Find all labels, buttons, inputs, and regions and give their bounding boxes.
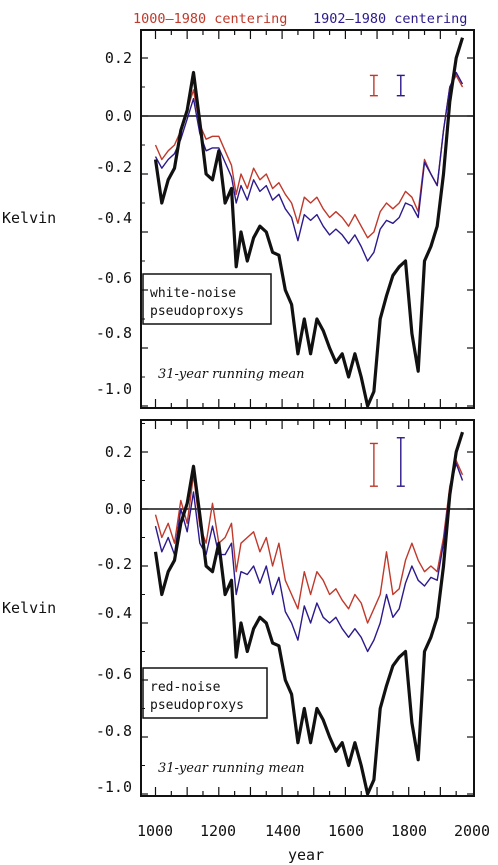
x-tick-label: 1200 [200, 822, 236, 840]
legend-label-1000-1980: 1000–1980 centering [133, 11, 287, 27]
top-panel-plot [141, 30, 474, 408]
bottom-y-tick-labels: 0.2 0.0 -0.2 -0.4 -0.6 -0.8 -1.0 [96, 443, 132, 796]
bottom-y-tick-label: -0.8 [96, 722, 132, 740]
bottom-y-tick-label: -0.2 [96, 555, 132, 573]
bottom-y-tick-label: -1.0 [96, 778, 132, 796]
top-y-tick-label: 0.0 [105, 107, 132, 125]
bottom-box-line-2: pseudoproxys [150, 698, 244, 713]
top-y-tick-label: -1.0 [96, 380, 132, 398]
top-panel-frame [140, 29, 475, 409]
xlabel: year [288, 846, 324, 864]
x-tick-label: 1600 [328, 822, 364, 840]
x-tick-label: 2000 [454, 822, 490, 840]
bottom-panel-frame [140, 419, 475, 797]
bottom-series-red-line [154, 459, 464, 624]
top-series-black-line [153, 37, 465, 408]
top-y-tick-label: -0.6 [96, 269, 132, 287]
top-series-red-line [154, 74, 464, 239]
bottom-series-blue-line [154, 462, 464, 653]
bottom-series-black-line [153, 431, 465, 796]
top-y-tick-label: -0.2 [96, 158, 132, 176]
bottom-y-tick-label: -0.4 [96, 604, 132, 622]
x-tick-label: 1800 [391, 822, 427, 840]
bottom-ylabel: Kelvin [2, 599, 56, 617]
x-tick-label: 1000 [137, 822, 173, 840]
legend-label-1902-1980: 1902–1980 centering [313, 11, 467, 27]
top-box [142, 273, 272, 325]
top-y-tick-labels: 0.2 0.0 -0.2 -0.4 -0.6 -0.8 -1.0 [96, 49, 132, 398]
x-tick-label: 1400 [265, 822, 301, 840]
bottom-y-tick-label: 0.2 [105, 443, 132, 461]
bottom-box-line-1: red-noise [150, 680, 221, 695]
bottom-panel-plot [141, 420, 474, 796]
bottom-y-tick-label: -0.6 [96, 665, 132, 683]
top-y-tick-label: -0.4 [96, 209, 132, 227]
top-y-tick-label: 0.2 [105, 49, 132, 67]
top-box-line-2: pseudoproxys [150, 304, 244, 319]
top-ylabel: Kelvin [2, 209, 56, 227]
top-note: 31-year running mean [158, 367, 305, 382]
bottom-box [142, 667, 268, 719]
top-box-line-1: white-noise [150, 286, 236, 301]
bottom-note: 31-year running mean [158, 761, 305, 776]
x-tick-labels: 1000 1200 1400 1600 1800 2000 [137, 822, 490, 840]
top-series-blue-line [154, 71, 464, 262]
top-y-tick-label: -0.8 [96, 324, 132, 342]
bottom-y-tick-label: 0.0 [105, 500, 132, 518]
